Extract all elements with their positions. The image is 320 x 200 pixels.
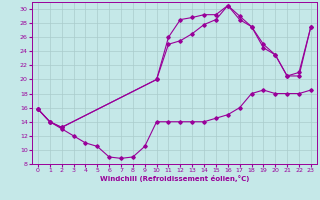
X-axis label: Windchill (Refroidissement éolien,°C): Windchill (Refroidissement éolien,°C) (100, 175, 249, 182)
